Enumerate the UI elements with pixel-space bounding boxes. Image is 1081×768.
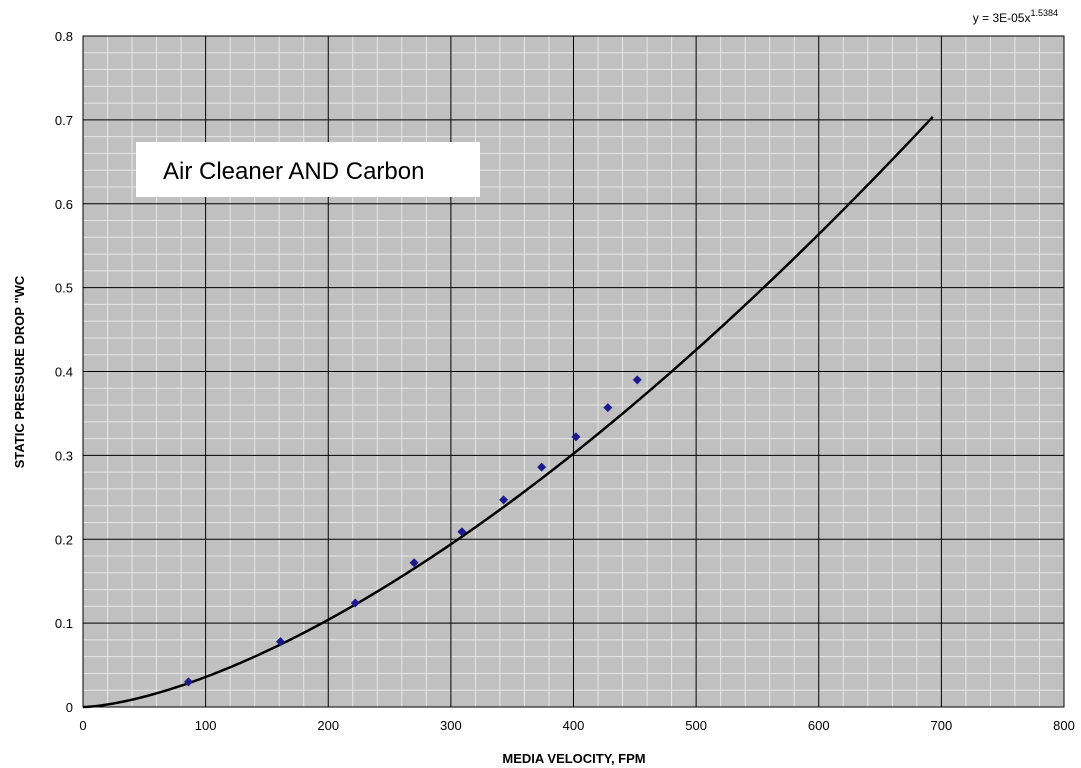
data-point xyxy=(571,432,581,442)
data-point xyxy=(409,558,419,568)
x-tick-label: 800 xyxy=(1053,718,1075,733)
equation-exponent: 1.5384 xyxy=(1030,8,1058,18)
annotation-text: Air Cleaner AND Carbon xyxy=(163,158,424,185)
x-tick-labels: 0 100 200 300 400 500 600 700 800 xyxy=(79,718,1074,733)
y-tick-label: 0.4 xyxy=(55,365,73,380)
x-tick-label: 700 xyxy=(931,718,953,733)
y-tick-label: 0 xyxy=(66,700,73,715)
x-tick-label: 500 xyxy=(685,718,707,733)
annotation-box xyxy=(136,142,480,197)
x-tick-label: 100 xyxy=(195,718,217,733)
annotation: Air Cleaner AND Carbon xyxy=(136,142,480,197)
x-tick-label: 300 xyxy=(440,718,462,733)
y-tick-label: 0.3 xyxy=(55,448,73,463)
data-point xyxy=(275,637,285,647)
data-point xyxy=(537,462,547,472)
trendline xyxy=(82,116,934,709)
trendline-group xyxy=(82,116,934,709)
x-tick-label: 0 xyxy=(79,718,86,733)
data-point xyxy=(632,375,642,385)
y-tick-label: 0.7 xyxy=(55,113,73,128)
y-tick-label: 0.5 xyxy=(55,281,73,296)
x-tick-label: 400 xyxy=(563,718,585,733)
data-point xyxy=(457,527,467,537)
y-tick-label: 0.2 xyxy=(55,532,73,547)
y-tick-label: 0.6 xyxy=(55,197,73,212)
data-points xyxy=(183,375,642,687)
y-tick-labels: 0 0.1 0.2 0.3 0.4 0.5 0.6 0.7 0.8 xyxy=(55,29,73,715)
data-point xyxy=(350,598,360,608)
trendline-equation: y = 3E-05x1.5384 xyxy=(973,8,1058,25)
data-point xyxy=(603,403,613,413)
equation-base: y = 3E-05x xyxy=(973,11,1031,25)
data-point xyxy=(499,495,509,505)
x-tick-label: 200 xyxy=(317,718,339,733)
plot-border xyxy=(82,35,1065,708)
data-point xyxy=(183,677,193,687)
y-axis-title: STATIC PRESSURE DROP "WC xyxy=(12,275,27,468)
x-axis-title: MEDIA VELOCITY, FPM xyxy=(502,751,645,766)
y-tick-label: 0.8 xyxy=(55,29,73,44)
y-tick-label: 0.1 xyxy=(55,616,73,631)
x-tick-label: 600 xyxy=(808,718,830,733)
